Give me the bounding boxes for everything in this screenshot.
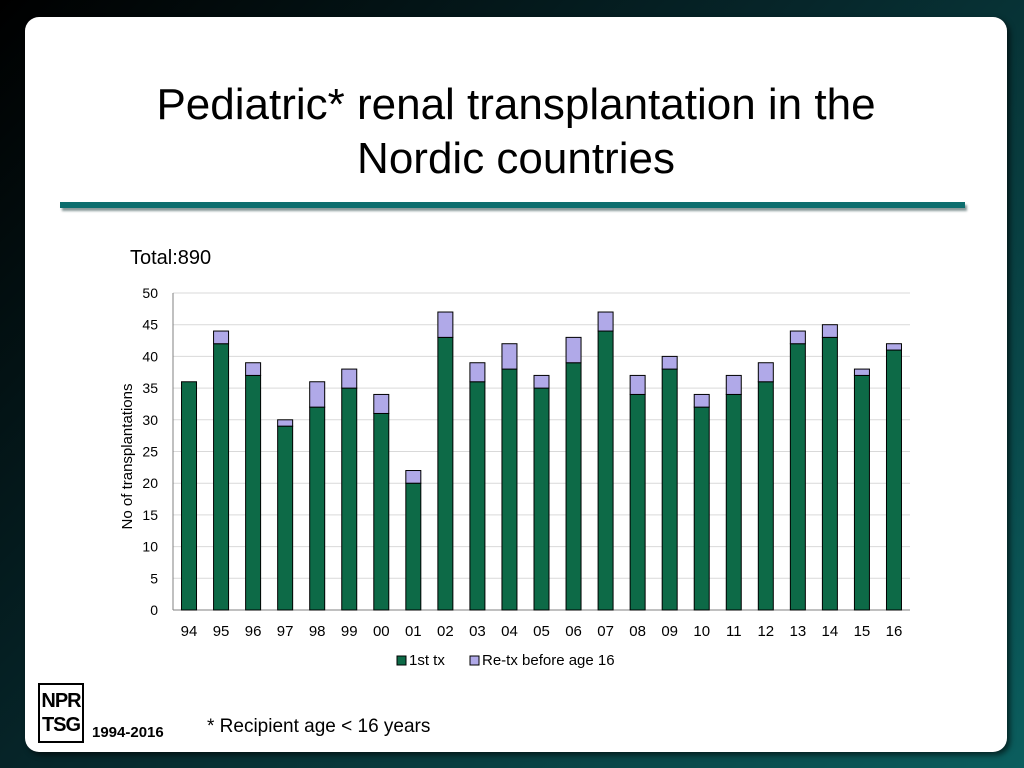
x-tick-label: 07 bbox=[597, 623, 614, 640]
y-axis-label: No of transplantations bbox=[119, 384, 136, 530]
bar-1st-tx bbox=[405, 482, 422, 611]
x-tick-label: 10 bbox=[693, 623, 710, 640]
legend-swatch-re-tx bbox=[469, 655, 480, 666]
bar-1st-tx bbox=[309, 406, 326, 611]
bar-1st-tx bbox=[597, 330, 614, 611]
bar-re-tx bbox=[437, 311, 454, 338]
bar-1st-tx bbox=[885, 349, 902, 611]
bar-1st-tx bbox=[725, 393, 742, 611]
bar-re-tx bbox=[789, 330, 806, 345]
title-divider bbox=[60, 202, 965, 208]
x-tick-label: 98 bbox=[309, 623, 326, 640]
x-tick-label: 09 bbox=[661, 623, 678, 640]
bar-re-tx bbox=[565, 336, 582, 364]
x-tick-label: 12 bbox=[757, 623, 774, 640]
bar-1st-tx bbox=[245, 374, 262, 611]
y-tick-label: 5 bbox=[150, 570, 158, 586]
bar-re-tx bbox=[725, 374, 742, 395]
title-line-2: Nordic countries bbox=[357, 134, 675, 183]
x-tick-label: 08 bbox=[629, 623, 646, 640]
bar-re-tx bbox=[501, 343, 518, 370]
bar-1st-tx bbox=[341, 387, 358, 611]
x-tick-label: 14 bbox=[822, 623, 839, 640]
y-tick-label: 45 bbox=[142, 317, 158, 333]
year-range: 1994-2016 bbox=[92, 724, 164, 741]
bar-1st-tx bbox=[789, 343, 806, 611]
y-tick-label: 25 bbox=[142, 444, 158, 460]
y-tick-label: 50 bbox=[142, 285, 158, 301]
bar-re-tx bbox=[597, 311, 614, 332]
bar-re-tx bbox=[853, 368, 870, 376]
bar-re-tx bbox=[629, 374, 646, 395]
bar-1st-tx bbox=[629, 393, 646, 611]
total-label: Total:890 bbox=[130, 247, 212, 269]
x-tick-label: 03 bbox=[469, 623, 486, 640]
bar-1st-tx bbox=[565, 362, 582, 611]
x-tick-label: 06 bbox=[565, 623, 582, 640]
bar-re-tx bbox=[757, 362, 774, 383]
bar-1st-tx bbox=[181, 381, 198, 611]
bar-re-tx bbox=[469, 362, 486, 383]
y-tick-label: 10 bbox=[142, 539, 158, 555]
logo-line-1: NPR bbox=[41, 690, 81, 712]
x-tick-label: 99 bbox=[341, 623, 358, 640]
x-tick-label: 05 bbox=[533, 623, 550, 640]
x-tick-label: 04 bbox=[501, 623, 518, 640]
bar-1st-tx bbox=[277, 425, 294, 611]
bar-1st-tx bbox=[853, 374, 870, 611]
bar-re-tx bbox=[661, 355, 678, 370]
bar-1st-tx bbox=[213, 343, 230, 611]
nprtsg-logo: NPR TSG bbox=[38, 683, 84, 743]
bar-1st-tx bbox=[437, 336, 454, 611]
bar-re-tx bbox=[405, 470, 422, 484]
x-tick-label: 02 bbox=[437, 623, 454, 640]
bar-re-tx bbox=[693, 393, 710, 408]
bar-re-tx bbox=[213, 330, 230, 345]
x-tick-label: 00 bbox=[373, 623, 390, 640]
x-tick-label: 16 bbox=[886, 623, 903, 640]
legend-swatch-1st-tx bbox=[396, 655, 407, 666]
y-tick-label: 40 bbox=[142, 348, 158, 364]
x-tick-label: 95 bbox=[213, 623, 230, 640]
logo-line-2: TSG bbox=[41, 714, 81, 736]
bar-1st-tx bbox=[661, 368, 678, 611]
x-tick-label: 96 bbox=[245, 623, 262, 640]
bar-re-tx bbox=[277, 419, 294, 427]
slide-title: Pediatric* renal transplantation in the … bbox=[25, 78, 1007, 186]
y-tick-label: 15 bbox=[142, 507, 158, 523]
x-tick-label: 11 bbox=[726, 623, 742, 640]
legend-label-re-tx: Re-tx before age 16 bbox=[482, 652, 615, 669]
bar-re-tx bbox=[309, 381, 326, 408]
y-tick-label: 30 bbox=[142, 412, 158, 428]
bar-1st-tx bbox=[821, 336, 838, 611]
bar-1st-tx bbox=[469, 381, 486, 611]
y-tick-label: 0 bbox=[150, 602, 158, 618]
bar-re-tx bbox=[821, 324, 838, 338]
x-tick-label: 13 bbox=[790, 623, 807, 640]
x-tick-label: 15 bbox=[854, 623, 871, 640]
footnote: * Recipient age < 16 years bbox=[207, 716, 431, 737]
bar-re-tx bbox=[341, 368, 358, 389]
bar-1st-tx bbox=[533, 387, 550, 611]
x-tick-label: 97 bbox=[277, 623, 294, 640]
bar-re-tx bbox=[533, 374, 550, 389]
bar-1st-tx bbox=[757, 381, 774, 611]
y-tick-label: 20 bbox=[142, 475, 158, 491]
bar-re-tx bbox=[373, 393, 390, 414]
bar-1st-tx bbox=[501, 368, 518, 611]
bar-re-tx bbox=[885, 343, 902, 351]
legend-label-1st-tx: 1st tx bbox=[409, 652, 445, 669]
y-tick-label: 35 bbox=[142, 380, 158, 396]
title-line-1: Pediatric* renal transplantation in the bbox=[156, 80, 876, 129]
x-tick-label: 01 bbox=[405, 623, 422, 640]
bar-re-tx bbox=[245, 362, 262, 376]
bar-1st-tx bbox=[373, 412, 390, 611]
bar-1st-tx bbox=[693, 406, 710, 611]
x-tick-label: 94 bbox=[181, 623, 198, 640]
